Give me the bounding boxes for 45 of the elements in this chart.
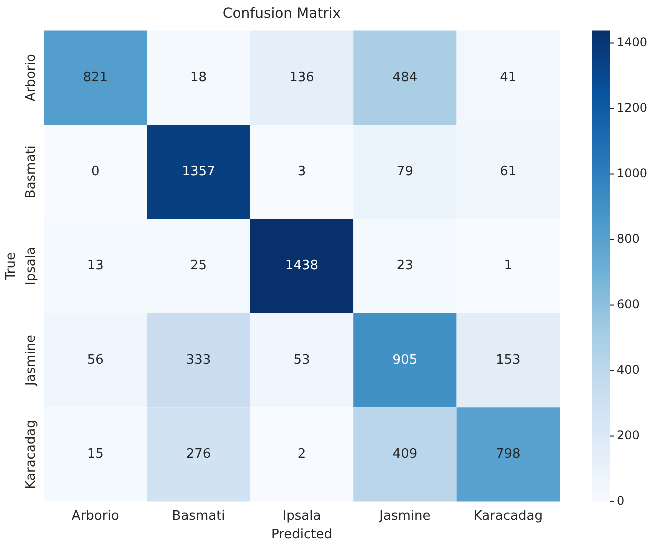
x-tick-label: Karacadag	[474, 508, 543, 524]
data-label: 3	[298, 164, 306, 180]
y-tick-label: Jasmine	[24, 334, 39, 388]
data-label: 79	[396, 164, 414, 180]
data-label: 409	[392, 447, 418, 462]
x-tick-label: Basmati	[172, 508, 226, 524]
data-label: 1438	[285, 258, 319, 274]
color-bar-label: 200	[617, 428, 640, 442]
data-label: 2	[298, 447, 306, 462]
data-label: 333	[186, 352, 212, 368]
x-tick-label: Ipsala	[282, 508, 322, 524]
y-axis-title: True	[4, 252, 20, 282]
data-label: 1	[504, 258, 513, 274]
data-label: 1357	[182, 164, 216, 180]
color-bar-label: 800	[617, 232, 640, 246]
data-label: 276	[186, 447, 212, 462]
data-label: 13	[87, 258, 104, 274]
y-tick-label: Arborio	[24, 54, 39, 102]
data-label: 798	[496, 447, 521, 462]
data-label: 153	[496, 352, 521, 368]
data-label: 61	[500, 164, 517, 180]
color-bar-label: 600	[617, 297, 640, 312]
color-bar-label: 1000	[617, 166, 648, 180]
data-label: 136	[290, 70, 314, 86]
y-tick-label: Basmati	[24, 146, 39, 199]
data-label: 15	[87, 447, 104, 462]
data-label: 905	[392, 352, 418, 368]
data-label: 484	[392, 70, 418, 86]
color-bar-label: 0	[617, 494, 625, 508]
color-bar-label: 400	[617, 362, 640, 377]
data-label: 0	[91, 164, 100, 180]
data-label: 56	[87, 352, 104, 368]
data-label: 53	[294, 352, 310, 368]
x-tick-label: Arborio	[72, 508, 120, 524]
data-label: 18	[190, 70, 208, 86]
data-label: 23	[396, 258, 414, 274]
color-bar-label: 1200	[617, 100, 648, 115]
data-label: 25	[190, 258, 208, 274]
x-tick-label: Jasmine	[378, 508, 431, 524]
data-label: 821	[83, 70, 108, 86]
y-tick-label: Ipsala	[24, 247, 39, 286]
data-label: 41	[500, 70, 517, 86]
chart-title: Confusion Matrix	[222, 6, 342, 22]
x-axis-title: Predicted	[271, 528, 333, 543]
color-bar-label: 1400	[617, 35, 648, 50]
